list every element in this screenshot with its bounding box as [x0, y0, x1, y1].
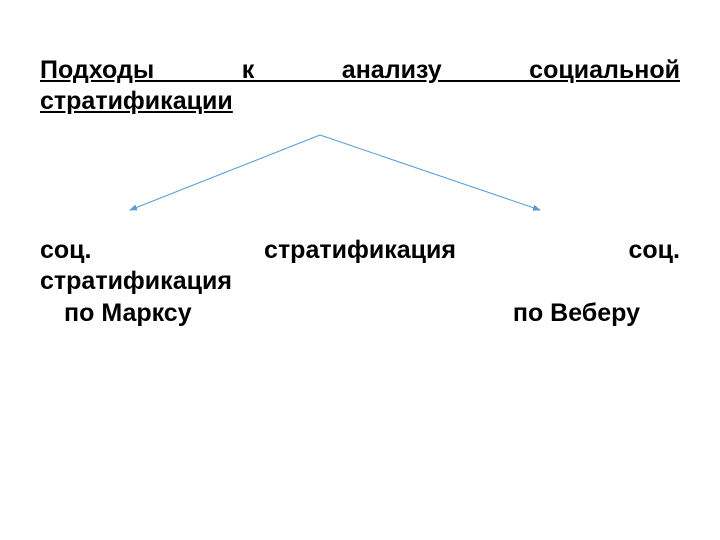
edge-right: [320, 135, 540, 210]
body-line-2: стратификация: [40, 266, 680, 297]
slide: Подходы к анализу социальной стратификац…: [0, 0, 720, 540]
body-line-1: соц. стратификация соц.: [40, 235, 680, 266]
edge-left: [130, 135, 320, 210]
left-label: по Марксу: [64, 298, 192, 329]
body-text: соц. стратификация соц. стратификация по…: [40, 235, 680, 329]
body-line-3: по Марксу по Веберу: [40, 298, 680, 329]
right-label: по Веберу: [513, 298, 640, 329]
